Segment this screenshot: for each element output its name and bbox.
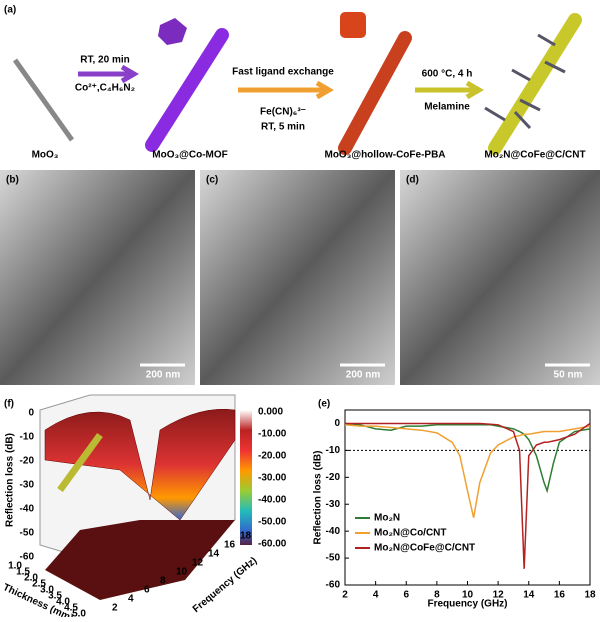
tem-image bbox=[200, 170, 395, 385]
rod bbox=[145, 28, 229, 152]
label: 16 bbox=[554, 590, 566, 601]
crystal bbox=[158, 18, 187, 45]
label: 600 °C, 4 h bbox=[422, 69, 473, 80]
label: -30 bbox=[326, 499, 341, 510]
label: -50 bbox=[20, 528, 35, 539]
label: 8 bbox=[434, 590, 440, 601]
label: 1.5 bbox=[16, 567, 30, 578]
surface bbox=[44, 409, 236, 521]
label: 14 bbox=[523, 590, 535, 601]
label: -10 bbox=[326, 445, 341, 456]
label: -50 bbox=[326, 553, 341, 564]
label: Mo₂N@CoFe@C/CNT bbox=[484, 150, 585, 161]
label: 14 bbox=[208, 549, 220, 560]
label: Reflection loss (dB) bbox=[313, 451, 324, 545]
line bbox=[345, 422, 591, 569]
label: -60 bbox=[20, 552, 35, 563]
label: Reflection loss (dB) bbox=[5, 433, 16, 527]
plot-frame bbox=[344, 409, 591, 586]
label: -50.00 bbox=[258, 517, 287, 528]
rod-inset bbox=[57, 432, 103, 493]
label: -40 bbox=[326, 526, 341, 537]
label: Co²⁺,C₄H₆N₂ bbox=[75, 83, 135, 94]
spikes bbox=[484, 33, 566, 130]
label: -20.00 bbox=[258, 451, 287, 462]
label: (b) bbox=[6, 175, 19, 186]
label: -60 bbox=[326, 580, 341, 591]
label: 1.0 bbox=[8, 561, 22, 572]
label: 4 bbox=[128, 594, 134, 605]
label: 2.0 bbox=[24, 573, 38, 584]
label: 10 bbox=[462, 590, 474, 601]
label: Frequency (GHz) bbox=[427, 599, 507, 610]
label: 5.0 bbox=[72, 609, 86, 617]
label: 12 bbox=[493, 590, 505, 601]
arrow bbox=[415, 80, 484, 100]
label: -20 bbox=[20, 456, 35, 467]
label: Mo₂N@Co/CNT bbox=[374, 528, 447, 539]
label: Mo₂N bbox=[374, 513, 400, 524]
label: 18 bbox=[240, 531, 252, 542]
label: 200 nm bbox=[146, 370, 181, 381]
label: (e) bbox=[318, 399, 330, 410]
label: Melamine bbox=[424, 102, 470, 113]
label: MoO₃@Co-MOF bbox=[152, 150, 227, 161]
colorbar bbox=[240, 410, 252, 545]
tem-image bbox=[0, 170, 195, 385]
crystal bbox=[340, 12, 366, 38]
label: 2.5 bbox=[32, 579, 46, 590]
label: 4.5 bbox=[64, 603, 78, 614]
arrow bbox=[78, 64, 139, 84]
label: (f) bbox=[4, 399, 14, 410]
label: 3.5 bbox=[48, 591, 62, 602]
tem-image bbox=[400, 170, 600, 385]
rod bbox=[12, 58, 75, 142]
line bbox=[344, 424, 591, 518]
label: 0.000 bbox=[258, 407, 283, 418]
label: -10.00 bbox=[258, 429, 287, 440]
arrow bbox=[238, 80, 334, 100]
label: -40 bbox=[20, 504, 35, 515]
rod bbox=[338, 31, 412, 155]
label: MoO₃@hollow-CoFe-PBA bbox=[324, 150, 445, 161]
label: 50 nm bbox=[554, 370, 583, 381]
label: Fe(CN)₆³⁻ bbox=[260, 107, 306, 118]
label: 16 bbox=[224, 540, 236, 551]
label: (d) bbox=[406, 175, 419, 186]
label: 8 bbox=[160, 576, 166, 587]
contour-floor bbox=[45, 520, 235, 600]
label: -20 bbox=[326, 472, 341, 483]
label: -30 bbox=[20, 480, 35, 491]
label: 200 nm bbox=[346, 370, 381, 381]
label: RT, 20 min bbox=[80, 55, 129, 66]
label: 6 bbox=[403, 590, 409, 601]
label: MoO₃ bbox=[32, 150, 59, 161]
line bbox=[344, 422, 591, 494]
label: RT, 5 min bbox=[261, 122, 305, 133]
label: Fast ligand exchange bbox=[232, 67, 334, 78]
label: -10 bbox=[20, 432, 35, 443]
label: -30.00 bbox=[258, 473, 287, 484]
label: 2 bbox=[342, 590, 348, 601]
label: -40.00 bbox=[258, 495, 287, 506]
label: 0 bbox=[28, 408, 34, 419]
label: Mo₂N@CoFe@C/CNT bbox=[374, 543, 475, 554]
label: 12 bbox=[192, 558, 204, 569]
schematic bbox=[12, 12, 582, 155]
label: 10 bbox=[176, 567, 188, 578]
label: -60.00 bbox=[258, 539, 287, 550]
label: (c) bbox=[206, 175, 218, 186]
label: 4 bbox=[373, 590, 379, 601]
label: (a) bbox=[4, 5, 16, 16]
rod bbox=[488, 13, 582, 155]
label: 3.0 bbox=[40, 585, 54, 596]
label: 4.0 bbox=[56, 597, 70, 608]
label: 6 bbox=[144, 585, 150, 596]
label: 18 bbox=[584, 590, 596, 601]
label: 0 bbox=[334, 418, 340, 429]
label: 2 bbox=[112, 603, 118, 614]
